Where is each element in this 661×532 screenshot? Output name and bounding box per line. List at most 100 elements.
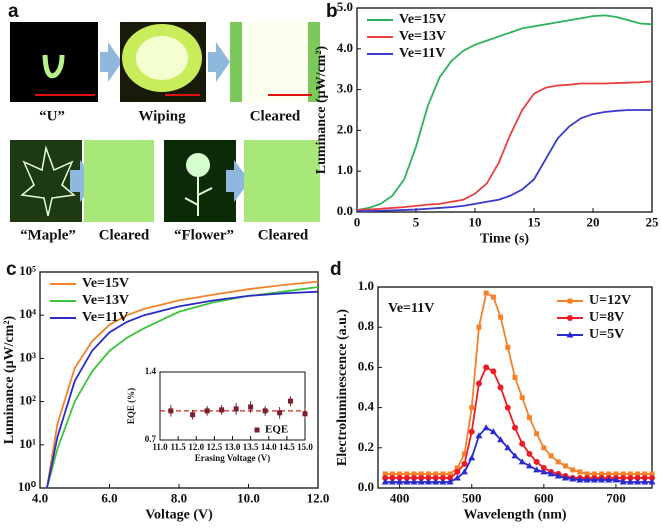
caption: Cleared xyxy=(258,227,309,243)
marker xyxy=(453,474,461,481)
marker xyxy=(168,408,174,414)
marker xyxy=(389,471,395,477)
y-tick-label: 1.0 xyxy=(337,162,353,177)
marker xyxy=(561,474,569,481)
marker xyxy=(497,384,504,391)
caption: “U” xyxy=(39,108,65,124)
marker xyxy=(562,463,568,469)
marker xyxy=(389,474,396,481)
marker xyxy=(462,451,468,457)
marker xyxy=(404,471,410,477)
marker xyxy=(567,298,573,304)
marker xyxy=(382,474,389,481)
marker xyxy=(248,404,254,410)
legend-label: Ve=15V xyxy=(399,12,446,27)
legend-label: U=12V xyxy=(589,293,631,308)
marker xyxy=(288,398,293,404)
x-tick-label: 12.0 xyxy=(307,491,330,506)
panel-label: b xyxy=(326,1,338,22)
legend-label: Ve=15V xyxy=(82,276,129,291)
marker xyxy=(541,445,547,451)
y-tick-label: 0.4 xyxy=(358,399,375,414)
y-tick-label: 2.0 xyxy=(337,121,353,136)
marker xyxy=(482,424,490,431)
series-line xyxy=(356,80,653,211)
legend-label: Ve=13V xyxy=(399,29,446,44)
marker xyxy=(540,464,547,471)
marker xyxy=(547,470,555,477)
image-flower xyxy=(164,140,236,222)
y-tick-label: 10⁵ xyxy=(19,263,36,278)
y-tick-label: 3.0 xyxy=(337,81,353,96)
legend-label: U=8V xyxy=(589,310,624,325)
marker xyxy=(548,453,554,459)
marker xyxy=(490,294,496,300)
marker xyxy=(468,454,476,461)
marker xyxy=(504,444,512,451)
y-tick-label: 10⁰ xyxy=(18,479,37,494)
marker xyxy=(411,474,418,481)
marker xyxy=(555,459,561,465)
y-tick-label: 0.2 xyxy=(358,439,374,454)
marker xyxy=(534,431,540,437)
arrow xyxy=(208,42,230,82)
marker xyxy=(620,474,627,481)
panel-label: d xyxy=(330,259,342,280)
marker xyxy=(584,471,590,477)
caption: Cleared xyxy=(250,108,301,124)
marker xyxy=(512,374,518,380)
caption: Wiping xyxy=(138,108,186,124)
marker xyxy=(641,478,649,485)
x-tick-label: 11.5 xyxy=(170,442,186,452)
arrow xyxy=(226,160,250,202)
marker xyxy=(590,476,598,483)
series-line xyxy=(46,280,319,489)
marker xyxy=(397,471,403,477)
marker xyxy=(526,415,532,421)
marker xyxy=(262,408,268,414)
marker xyxy=(519,395,525,401)
caption: Cleared xyxy=(99,227,150,243)
x-tick-label: 0 xyxy=(354,215,361,230)
x-tick-label: 4.0 xyxy=(32,491,48,506)
marker xyxy=(605,476,613,483)
image-cleared-3 xyxy=(244,140,320,222)
legend-label: EQE xyxy=(265,424,288,436)
x-tick-label: 25 xyxy=(646,215,660,230)
marker xyxy=(518,458,526,465)
marker xyxy=(403,478,411,485)
y-tick-label: 0.6 xyxy=(358,358,375,373)
x-tick-label: 700 xyxy=(606,491,626,506)
marker xyxy=(642,471,648,477)
y-tick-label: 4.0 xyxy=(337,40,353,55)
marker xyxy=(475,432,483,439)
y-axis-label: Luminance (μW/cm²) xyxy=(2,315,17,444)
marker xyxy=(469,405,475,411)
marker xyxy=(620,471,626,477)
marker xyxy=(418,474,425,481)
marker xyxy=(418,471,424,477)
marker xyxy=(569,475,577,482)
marker xyxy=(381,478,389,485)
marker xyxy=(447,471,453,477)
series-line xyxy=(357,109,652,213)
marker xyxy=(533,458,540,465)
marker xyxy=(577,469,583,475)
marker xyxy=(440,471,446,477)
marker xyxy=(649,471,655,477)
x-tick-label: 11.0 xyxy=(152,442,168,452)
y-tick-label: 10¹ xyxy=(19,436,36,451)
marker xyxy=(599,471,605,477)
marker xyxy=(490,368,497,375)
marker xyxy=(619,478,627,485)
marker xyxy=(540,468,548,475)
arrow xyxy=(70,160,96,202)
marker xyxy=(277,410,283,416)
y-axis-label: EQE (%) xyxy=(126,388,136,424)
marker xyxy=(461,460,468,467)
arrow xyxy=(100,42,122,82)
marker xyxy=(641,474,648,481)
marker xyxy=(476,324,482,330)
panel-a-images xyxy=(10,22,320,222)
